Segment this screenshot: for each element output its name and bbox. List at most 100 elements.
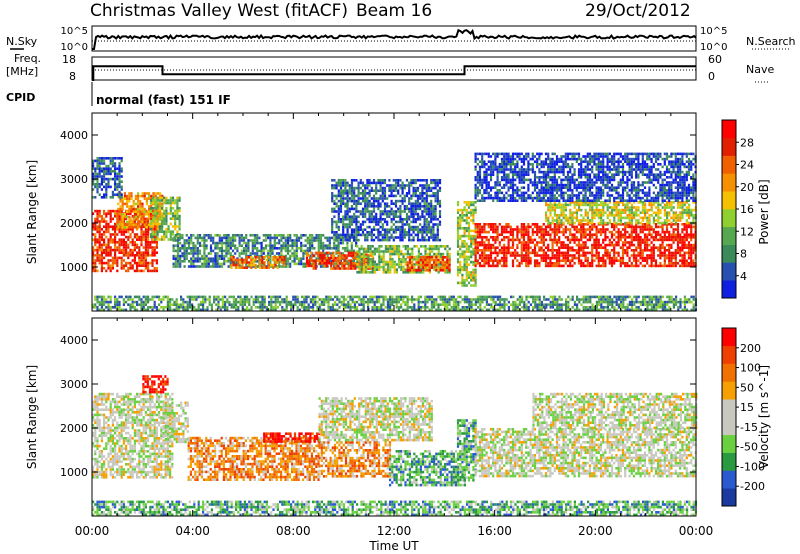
noise-right-top: 10^5: [700, 26, 727, 37]
velocity-colorbar-swatch-5: [722, 399, 736, 418]
power-colorbar-tick-2: 12: [740, 225, 754, 238]
velocity-colorbar-tick-1: 100: [740, 362, 761, 375]
xtick-label-2: 08:00: [276, 524, 311, 538]
power-colorbar-tick-1: 8: [740, 248, 747, 261]
freq-line: [92, 65, 696, 81]
power-region-10: [474, 223, 697, 268]
power-heatmap: [92, 152, 697, 312]
power-region-8: [406, 256, 451, 272]
velocity-region-11: [92, 500, 697, 517]
xtick-label-1: 04:00: [175, 524, 210, 538]
velocity-colorbar-tick-6: -100: [740, 460, 765, 473]
power-colorbar-tick-0: 4: [740, 270, 747, 283]
velocity-region-0: [92, 392, 174, 479]
power-colorbar-swatch-0: [722, 280, 736, 299]
power-region-0: [92, 209, 158, 273]
velocity-colorbar-swatch-9: [722, 328, 736, 347]
noise-panel: 10^5 10^0 10^5 10^0: [61, 25, 727, 53]
noise-left-bottom: 10^0: [61, 42, 88, 53]
ytick-label-0: 1000: [60, 261, 88, 274]
power-colorbar-swatch-1: [722, 262, 736, 281]
ytick-label-2: 3000: [60, 173, 88, 186]
noise-left-top: 10^5: [61, 26, 88, 37]
freq-right-bottom: 0: [708, 70, 715, 83]
power-colorbar-swatch-5: [722, 191, 736, 210]
velocity-colorbar-swatch-7: [722, 363, 736, 382]
ytick-label-1: 2000: [60, 217, 88, 230]
power-colorbar: 4 8 12 16 20 24 28: [721, 119, 754, 299]
date-label: 29/Oct/2012: [585, 1, 691, 21]
power-colorbar-label: Power [dB]: [757, 179, 771, 244]
nsky-label: N.Sky: [6, 35, 38, 48]
velocity-colorbar-swatch-1: [722, 470, 736, 489]
velocity-colorbar-swatch-6: [722, 381, 736, 400]
velocity-colorbar-swatch-2: [722, 452, 736, 471]
velocity-colorbar-tick-0: 200: [740, 342, 761, 355]
power-colorbar-swatch-6: [722, 173, 736, 192]
cpid-label: CPID: [6, 91, 35, 104]
freq-right-top: 60: [708, 53, 722, 66]
freq-label-1: Freq.: [14, 52, 41, 65]
power-ylabel: Slant Range [km]: [25, 160, 39, 264]
xtick-label-5: 20:00: [578, 524, 613, 538]
power-colorbar-swatch-7: [722, 155, 736, 174]
freq-panel: 18 8 60 0: [62, 53, 722, 83]
ytick-label-3: 4000: [60, 129, 88, 142]
velocity-colorbar-tick-3: 15: [740, 401, 754, 414]
xtick-label-6: 00:00: [679, 524, 714, 538]
power-colorbar-tick-3: 16: [740, 203, 754, 216]
power-colorbar-swatch-4: [722, 209, 736, 228]
velocity-ylabel: Slant Range [km]: [25, 365, 39, 469]
ytick-label-2: 3000: [60, 378, 88, 391]
power-region-5: [230, 256, 286, 269]
power-axes: 1000 2000 3000 4000: [60, 113, 697, 311]
nave-label: Nave: [746, 63, 774, 76]
power-colorbar-swatch-2: [722, 244, 736, 263]
power-region-13: [331, 179, 442, 242]
power-colorbar-swatch-9: [722, 120, 736, 139]
power-colorbar-swatch-3: [722, 226, 736, 245]
velocity-colorbar-label: Velocity [m s^-1]: [757, 365, 771, 469]
ytick-label-1: 2000: [60, 422, 88, 435]
power-region-2: [92, 157, 123, 199]
power-region-9: [456, 201, 477, 287]
velocity-region-7: [456, 419, 477, 482]
velocity-region-10: [318, 397, 433, 442]
velocity-region-9: [532, 392, 698, 430]
velocity-colorbar-tick-4: -15: [740, 421, 758, 434]
power-region-7: [356, 245, 451, 274]
velocity-colorbar-tick-2: 50: [740, 381, 754, 394]
freq-label-2: [MHz]: [6, 65, 38, 78]
power-colorbar-tick-5: 24: [740, 159, 754, 172]
ytick-label-3: 4000: [60, 334, 88, 347]
power-colorbar-swatch-8: [722, 137, 736, 156]
noise-right-bottom: 10^0: [700, 42, 727, 53]
beam-label: Beam 16: [356, 1, 432, 21]
velocity-colorbar-swatch-0: [722, 488, 736, 507]
velocity-region-3: [187, 436, 320, 481]
chart-title: Christmas Valley West (fitACF): [90, 1, 348, 21]
power-region-3: [149, 196, 181, 241]
power-region-14: [92, 295, 697, 312]
velocity-region-5: [318, 441, 392, 478]
nsearch-label: N.Search: [746, 35, 796, 48]
velocity-colorbar-swatch-3: [722, 434, 736, 453]
velocity-heatmap: [92, 375, 698, 517]
xtick-label-3: 12:00: [377, 524, 412, 538]
velocity-colorbar-tick-5: -50: [740, 441, 758, 454]
power-region-12: [474, 152, 697, 202]
ytick-label-0: 1000: [60, 466, 88, 479]
noise-sky-line: [92, 28, 697, 50]
velocity-colorbar-tick-7: -200: [740, 480, 765, 493]
velocity-region-6: [389, 450, 466, 487]
power-region-11: [545, 201, 697, 225]
velocity-colorbar: 200 100 50 15 -15 -50 -100 -200: [721, 327, 765, 507]
xtick-label-4: 16:00: [477, 524, 512, 538]
freq-left-bottom: 8: [69, 70, 76, 83]
velocity-colorbar-swatch-4: [722, 417, 736, 436]
velocity-region-1: [142, 375, 169, 394]
velocity-colorbar-swatch-8: [722, 345, 736, 364]
cpid-text: normal (fast) 151 IF: [96, 93, 231, 107]
xtick-label-0: 00:00: [75, 524, 110, 538]
